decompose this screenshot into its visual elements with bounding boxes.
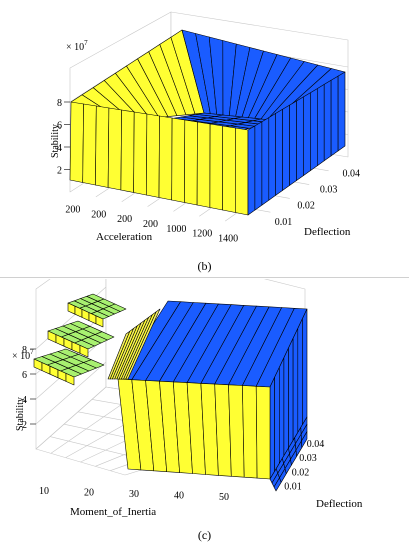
surface-c [33, 293, 308, 492]
surface-panel-front [95, 105, 110, 188]
surface-ridge-strip [125, 308, 161, 380]
surface-block-right [288, 337, 294, 449]
surface-panel-right-outer [337, 71, 346, 152]
surface-face-front [228, 384, 245, 478]
surface-panel-right-outer [310, 88, 318, 171]
surface-panel-front [82, 103, 97, 186]
z-tick-label: 4 [22, 395, 27, 406]
y-axis-label-b: Deflection [304, 226, 351, 238]
z-tick-label: 2 [22, 420, 27, 431]
surface-block-right [274, 367, 280, 472]
surface-panel-right-outer [268, 113, 277, 201]
caption-b: (b) [197, 259, 212, 273]
z-tick-label: 8 [22, 345, 27, 356]
surface-panel-right-outer [289, 100, 297, 186]
x-axis-label-c: Moment_of_Inertia [70, 506, 156, 518]
y-tick-label: 0.04 [342, 169, 360, 180]
surface-panel-right-outer [323, 80, 332, 162]
surface-panel-front [133, 111, 148, 196]
y-axis-label-c: Deflection [316, 498, 363, 510]
surface-block-right [278, 357, 285, 464]
y-tick-label: 0.01 [275, 217, 293, 228]
surface-panel-front [235, 127, 249, 216]
surface-panel-right-outer [261, 117, 270, 206]
surface-shelf-cell [108, 303, 127, 312]
x-tick-label: 200 [117, 214, 132, 225]
surface-panel-right-outer [330, 75, 339, 157]
surface-base-cell [301, 431, 308, 448]
surface-panel-front [196, 121, 211, 208]
surface-panel-front [171, 117, 186, 203]
y-tick-label: 0.01 [284, 482, 302, 493]
labels-c: × 107 Stability Moment_of_Inertia Deflec… [12, 348, 363, 518]
surface-panel-front [158, 115, 173, 201]
x-axis-label-b: Acceleration [96, 231, 153, 243]
x-tick-label: 200 [143, 219, 158, 230]
surface-panel-right-outer [316, 84, 325, 166]
surface-panel-front [69, 101, 84, 183]
x-tick-label: 1400 [218, 234, 238, 245]
z-multiplier-c: × 107 [12, 348, 34, 362]
surface-face-front [242, 385, 258, 479]
x-tick-label: 1000 [166, 224, 186, 235]
x-tick-label: 40 [174, 491, 184, 502]
x-tick-label: 10 [39, 486, 49, 497]
x-tick-label: 200 [65, 204, 80, 215]
x-tick-label: 50 [219, 492, 229, 503]
surface-panel-right-outer [247, 125, 256, 216]
surface-panel-right-outer [296, 96, 304, 181]
z-axis-label-c: Stability [15, 397, 26, 431]
surface-shelf-front [79, 345, 89, 358]
surface-plot-c: 2 4 6 8 10 20 30 40 50 0.01 0.02 0.03 0.04 × 107 Sta… [12, 238, 363, 518]
surface-block-right [292, 328, 299, 441]
y-tick-label: 0.03 [320, 185, 338, 196]
z-tick-label: 8 [57, 98, 62, 109]
surface-shelf-cell [83, 359, 105, 369]
z-gridline [35, 361, 107, 425]
z-tick-label: 4 [57, 143, 62, 154]
surface-b [69, 29, 346, 216]
y-tick-label: 0.02 [292, 467, 310, 478]
y-tick-label: 0.02 [297, 201, 315, 212]
z-tick-label: 6 [57, 121, 62, 132]
y-tick-label: 0.04 [307, 439, 325, 450]
x-tick-label: 30 [129, 489, 139, 500]
caption-c: (c) [197, 528, 212, 542]
y-tick-label: 0.03 [299, 453, 317, 464]
surface-plot-b: 2 4 6 8 200 200 200 200 1000 1200 1400 0.01 0.02 0.03… [50, 11, 360, 245]
surface-panel-front [184, 119, 198, 206]
surface-panel-front [222, 125, 236, 213]
surface-panel-front [107, 107, 122, 191]
z-axis-label-b: Stability [50, 124, 61, 158]
z-multiplier-b: × 107 [66, 39, 88, 53]
surface-face-front [255, 386, 271, 480]
surface-block-right [302, 308, 308, 426]
surface-shelf-front [95, 315, 104, 328]
surface-block-right [283, 347, 289, 457]
x-tick-label: 20 [84, 488, 94, 499]
labels-b: × 107 Stability Acceleration Deflection [50, 39, 351, 243]
x-tick-label: 200 [91, 209, 106, 220]
surface-panel-right-outer [282, 104, 290, 191]
x-tick-label: 1200 [192, 229, 212, 240]
surface-panel-right-outer [254, 121, 263, 211]
chart-panel-c: 2 4 6 8 10 20 30 40 50 0.01 0.02 0.03 0.04 × 107 Sta… [8, 238, 401, 520]
surface-panel-front [209, 123, 223, 211]
surface-panel-front [120, 109, 135, 193]
panel-separator [0, 277, 409, 278]
surface-shelf-front [65, 373, 75, 386]
surface-block-right [297, 318, 303, 433]
z-tick-label: 2 [57, 166, 62, 177]
z-tick-label: 6 [22, 370, 27, 381]
surface-shelf-cell [94, 331, 115, 341]
surface-block-right [269, 377, 275, 480]
chart-panel-b: 2 4 6 8 200 200 200 200 1000 1200 1400 0.01 0.02 0.03… [8, 0, 401, 255]
surface-panel-front [146, 113, 160, 198]
surface-panel-right-outer [275, 109, 283, 196]
surface-panel-right-outer [303, 92, 311, 176]
